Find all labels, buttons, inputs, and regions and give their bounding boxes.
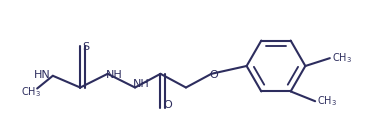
Text: S: S: [82, 42, 89, 51]
Text: CH$_3$: CH$_3$: [332, 51, 352, 65]
Text: HN: HN: [34, 70, 51, 80]
Text: O: O: [209, 70, 218, 80]
Text: O: O: [164, 100, 172, 110]
Text: CH$_3$: CH$_3$: [22, 86, 41, 99]
Text: NH: NH: [106, 70, 122, 80]
Text: NH: NH: [133, 80, 150, 89]
Text: CH$_3$: CH$_3$: [317, 94, 337, 108]
